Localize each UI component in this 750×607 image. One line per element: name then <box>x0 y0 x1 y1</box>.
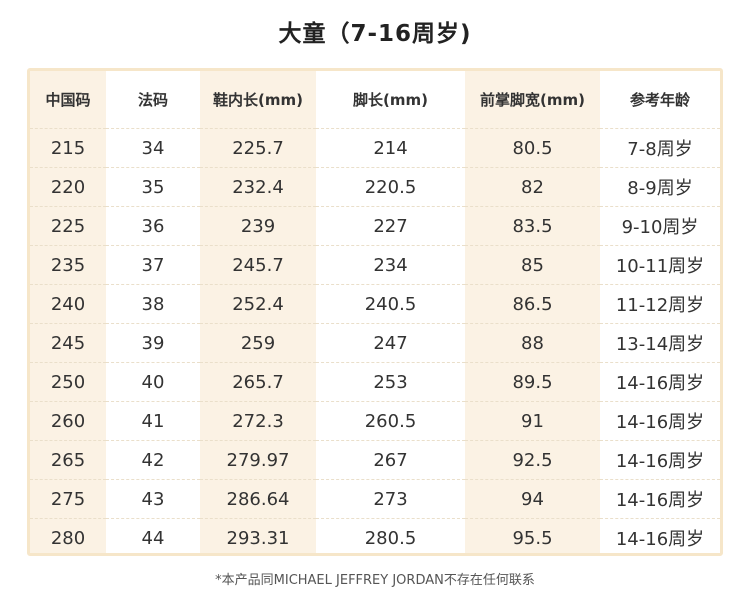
cell-china-size: 220 <box>30 167 106 207</box>
cell-forefoot-width: 89.5 <box>465 362 600 402</box>
cell-forefoot-width: 85 <box>465 245 600 285</box>
cell-forefoot-width: 95.5 <box>512 527 553 549</box>
cell-foot-length: 214 <box>316 128 465 168</box>
cell-china-size: 275 <box>30 479 106 519</box>
size-chart-table: 中国码 法码 鞋内长(mm) 脚长(mm) 前掌脚宽(mm) 参考年龄 215 3… <box>30 71 720 557</box>
cell-eu-size: 34 <box>106 128 200 168</box>
cell-forefoot-width: 94 <box>465 479 600 519</box>
cell-reference-age: 7-8周岁 <box>600 128 720 168</box>
size-chart-table-frame: 中国码 法码 鞋内长(mm) 脚长(mm) 前掌脚宽(mm) 参考年龄 215 3… <box>27 68 723 556</box>
cell-china-size: 245 <box>30 323 106 363</box>
table-row: 280 44 293.31 280.5 95.5 14-16周岁 <box>30 519 720 558</box>
cell-inner-length: 245.7 <box>200 245 316 285</box>
cell-foot-length: 273 <box>316 479 465 519</box>
cell-foot-length: 267 <box>316 440 465 480</box>
cell-china-size: 215 <box>30 128 106 168</box>
header-eu-size: 法码 <box>106 71 200 129</box>
table-row: 250 40 265.7 253 89.5 14-16周岁 <box>30 362 720 402</box>
cell-inner-length: 293.31 <box>226 527 290 549</box>
table-row: 235 37 245.7 234 85 10-11周岁 <box>30 245 720 285</box>
cell-eu-size: 37 <box>106 245 200 285</box>
cell-inner-length: 279.97 <box>200 440 316 480</box>
cell-forefoot-width: 92.5 <box>465 440 600 480</box>
cell-inner-length: 225.7 <box>200 128 316 168</box>
cell-eu-size: 42 <box>106 440 200 480</box>
header-reference-age: 参考年龄 <box>600 71 720 129</box>
cell-reference-age: 8-9周岁 <box>600 167 720 207</box>
cell-eu-size: 41 <box>106 401 200 441</box>
header-inner-length: 鞋内长(mm) <box>200 71 316 129</box>
cell-forefoot-width: 88 <box>465 323 600 363</box>
cell-china-size: 260 <box>30 401 106 441</box>
cell-china-size: 225 <box>30 206 106 246</box>
cell-reference-age: 14-16周岁 <box>615 529 705 550</box>
cell-foot-length: 260.5 <box>316 401 465 441</box>
cell-eu-size: 35 <box>106 167 200 207</box>
cell-forefoot-width: 80.5 <box>465 128 600 168</box>
header-foot-length: 脚长(mm) <box>316 71 465 129</box>
cell-inner-length: 252.4 <box>200 284 316 324</box>
cell-china-size: 250 <box>30 362 106 402</box>
cell-reference-age: 14-16周岁 <box>600 440 720 480</box>
cell-reference-age: 11-12周岁 <box>600 284 720 324</box>
disclaimer-footnote: *本产品同MICHAEL JEFFREY JORDAN不存在任何联系 <box>215 573 535 588</box>
table-row: 265 42 279.97 267 92.5 14-16周岁 <box>30 440 720 480</box>
cell-china-size: 265 <box>30 440 106 480</box>
cell-reference-age: 14-16周岁 <box>600 362 720 402</box>
cell-eu-size: 40 <box>106 362 200 402</box>
cell-foot-length: 220.5 <box>316 167 465 207</box>
cell-foot-length: 280.5 <box>364 527 417 549</box>
header-forefoot-width: 前掌脚宽(mm) <box>465 71 600 129</box>
cell-foot-length: 227 <box>316 206 465 246</box>
table-row: 220 35 232.4 220.5 82 8-9周岁 <box>30 167 720 207</box>
cell-foot-length: 247 <box>316 323 465 363</box>
cell-inner-length: 232.4 <box>200 167 316 207</box>
cell-forefoot-width: 86.5 <box>465 284 600 324</box>
cell-eu-size: 38 <box>106 284 200 324</box>
cell-inner-length: 265.7 <box>200 362 316 402</box>
cell-reference-age: 10-11周岁 <box>600 245 720 285</box>
cell-inner-length: 259 <box>200 323 316 363</box>
table-row: 275 43 286.64 273 94 14-16周岁 <box>30 479 720 519</box>
cell-forefoot-width: 82 <box>465 167 600 207</box>
cell-eu-size: 36 <box>106 206 200 246</box>
cell-inner-length: 272.3 <box>200 401 316 441</box>
header-china-size: 中国码 <box>30 71 106 129</box>
table-row: 240 38 252.4 240.5 86.5 11-12周岁 <box>30 284 720 324</box>
table-row: 225 36 239 227 83.5 9-10周岁 <box>30 206 720 246</box>
cell-forefoot-width: 83.5 <box>465 206 600 246</box>
cell-reference-age: 13-14周岁 <box>600 323 720 363</box>
cell-foot-length: 253 <box>316 362 465 402</box>
table-row: 245 39 259 247 88 13-14周岁 <box>30 323 720 363</box>
cell-china-size: 280 <box>50 527 86 549</box>
cell-eu-size: 39 <box>106 323 200 363</box>
page-title: 大童（7-16周岁) <box>278 21 472 47</box>
cell-reference-age: 14-16周岁 <box>600 479 720 519</box>
table-header-row: 中国码 法码 鞋内长(mm) 脚长(mm) 前掌脚宽(mm) 参考年龄 <box>30 71 720 129</box>
cell-reference-age: 9-10周岁 <box>600 206 720 246</box>
cell-foot-length: 234 <box>316 245 465 285</box>
table-row: 260 41 272.3 260.5 91 14-16周岁 <box>30 401 720 441</box>
cell-china-size: 240 <box>30 284 106 324</box>
cell-inner-length: 239 <box>200 206 316 246</box>
cell-eu-size: 43 <box>106 479 200 519</box>
cell-reference-age: 14-16周岁 <box>600 401 720 441</box>
table-row: 215 34 225.7 214 80.5 7-8周岁 <box>30 128 720 168</box>
cell-forefoot-width: 91 <box>465 401 600 441</box>
cell-foot-length: 240.5 <box>316 284 465 324</box>
cell-eu-size: 44 <box>141 527 165 549</box>
cell-china-size: 235 <box>30 245 106 285</box>
cell-inner-length: 286.64 <box>200 479 316 519</box>
